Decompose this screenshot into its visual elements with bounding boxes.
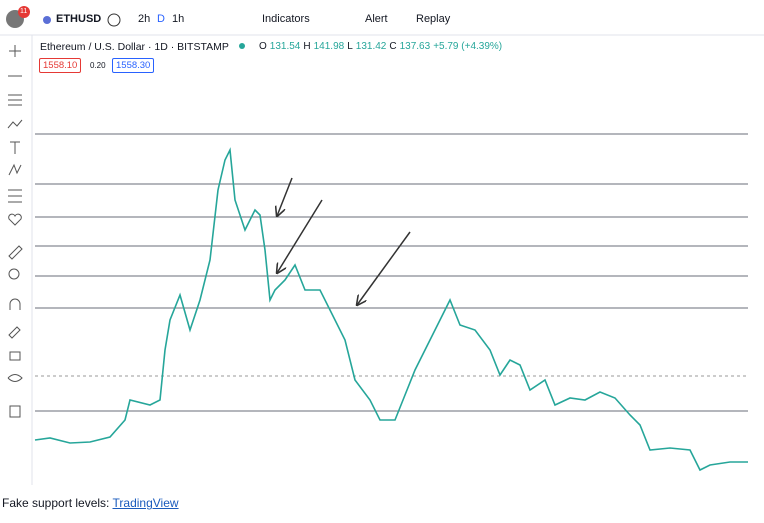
- ohlc-value: 131.42: [355, 41, 387, 52]
- alert-button[interactable]: Alert: [365, 13, 388, 25]
- price-path: [34, 147, 748, 472]
- badge: [18, 6, 30, 18]
- sell-price[interactable]: 1558.10: [39, 58, 82, 73]
- ohlc-label: H: [303, 41, 311, 52]
- ohlc-value: 131.54: [269, 41, 301, 52]
- replay-button[interactable]: Replay: [416, 13, 451, 25]
- caption-text: Fake support levels:: [2, 496, 110, 510]
- ohlc-label: C: [389, 41, 397, 52]
- ohlc: O 131.54 H 141.98 L 131.42 C 137.63 +5.79 (+4.39…: [259, 41, 502, 52]
- add-symbol[interactable]: [107, 13, 121, 27]
- ohlc-value: 141.98: [313, 41, 345, 52]
- ohlc-value: 137.63: [399, 41, 431, 52]
- ohlc-label: L: [347, 41, 353, 52]
- horizontal-levels: [35, 133, 748, 412]
- legend-title: Ethereum / U.S. Dollar · 1D · BITSTAMP: [40, 41, 229, 53]
- spread: 0.20: [90, 61, 106, 70]
- indicators-button[interactable]: Indicators: [262, 13, 310, 25]
- interval[interactable]: 2h: [138, 13, 151, 25]
- interval[interactable]: 1h: [172, 13, 185, 25]
- ohlc-label: O: [259, 41, 267, 52]
- interval[interactable]: D: [157, 13, 165, 25]
- sidebar-icons: [7, 45, 23, 418]
- status-dot: [239, 43, 245, 49]
- symbol[interactable]: ETHUSD: [56, 13, 102, 25]
- symbol-icon: [43, 16, 51, 24]
- caption-link[interactable]: TradingView: [112, 496, 179, 510]
- caption: Fake support levels: TradingView: [2, 496, 179, 510]
- arrows: [277, 177, 411, 305]
- badge-text: 11: [20, 8, 28, 15]
- change: +5.79 (+4.39%): [433, 41, 503, 52]
- buy-price[interactable]: 1558.30: [112, 58, 155, 73]
